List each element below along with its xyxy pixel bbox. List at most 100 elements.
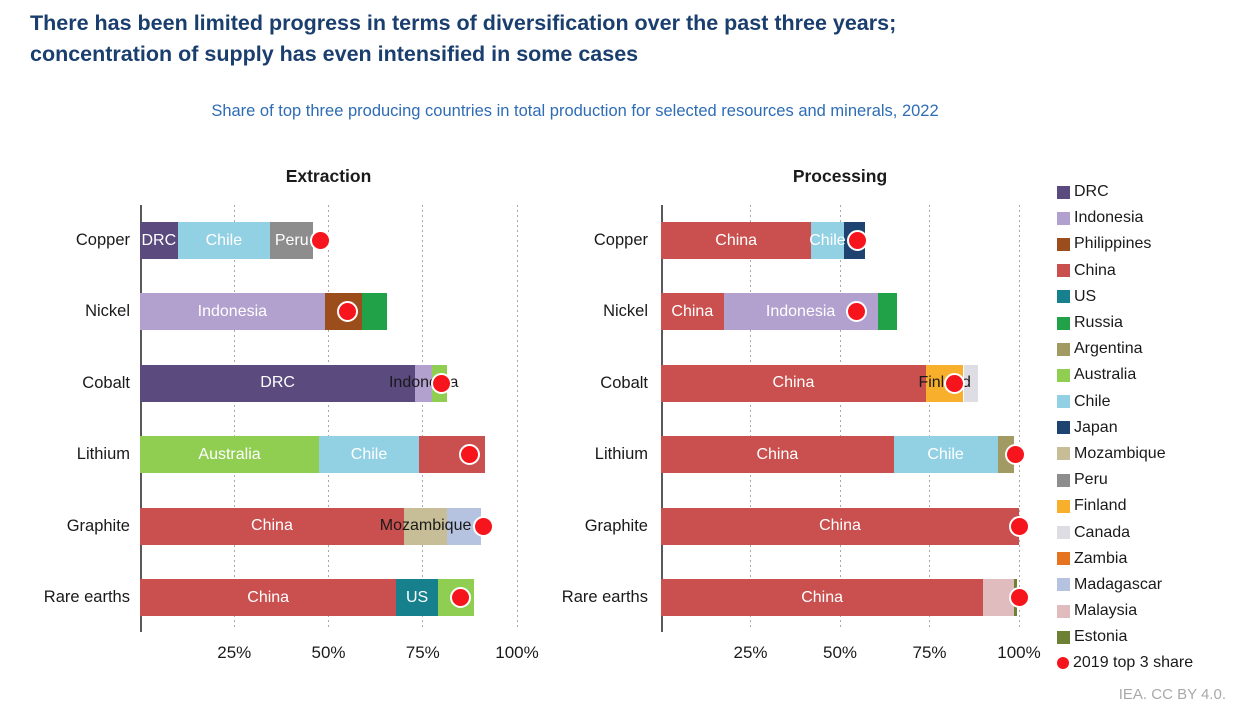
- row-label-processing-graphite: Graphite: [584, 516, 648, 535]
- legend-label-peru: Peru: [1074, 471, 1108, 489]
- segment-label-china: China: [756, 445, 799, 463]
- gridline-75: [929, 205, 930, 630]
- gridline-25: [750, 205, 751, 630]
- legend-swatch-japan: [1057, 421, 1070, 435]
- legend-item-madagascar: Madagascar: [1057, 572, 1193, 598]
- legend-label-madagascar: Madagascar: [1074, 575, 1163, 593]
- legend-swatch-indonesia: [1057, 211, 1070, 225]
- segment-china: China: [661, 436, 894, 474]
- legend-label-mozambique: Mozambique: [1074, 444, 1166, 462]
- dot-2019-cobalt: [431, 372, 453, 394]
- segment-label-indonesia: Indonesia: [197, 302, 268, 320]
- legend-item-us: US: [1057, 284, 1193, 310]
- legend-swatch-canada: [1057, 526, 1070, 540]
- segment-label-chile: Chile: [809, 231, 846, 249]
- legend-item-mozambique: Mozambique: [1057, 441, 1193, 467]
- row-label-extraction-graphite: Graphite: [66, 516, 130, 535]
- dot-2019-nickel: [336, 301, 358, 323]
- bar-processing-graphite: China: [661, 507, 1030, 545]
- segment-label-china: China: [715, 231, 758, 249]
- gridline-50: [328, 205, 329, 630]
- legend-swatch-china: [1057, 264, 1070, 278]
- row-label-extraction-nickel: Nickel: [85, 302, 130, 321]
- row-label-extraction-rare-earths: Rare earths: [43, 588, 130, 606]
- y-axis-line: [661, 205, 663, 632]
- bar-processing-nickel: China Indonesia: [661, 293, 1019, 331]
- segment-china: China: [661, 222, 812, 259]
- dot-2019-lithium: [1004, 444, 1026, 466]
- segment-chile: Chile: [319, 436, 419, 474]
- row-label-processing-nickel: Nickel: [603, 302, 648, 321]
- legend-item-indonesia: Indonesia: [1057, 205, 1193, 231]
- bar-extraction-lithium: Australia Chile: [140, 436, 517, 474]
- bar-extraction-rare-earths: China US: [140, 579, 517, 616]
- legend-label-finland: Finland: [1074, 497, 1127, 515]
- row-label-processing-lithium: Lithium: [594, 445, 648, 464]
- gridline-25: [233, 205, 235, 630]
- legend-swatch-estonia: [1057, 630, 1070, 644]
- gridline-100: [1018, 205, 1020, 630]
- segment-indonesia: Indonesia: [389, 364, 458, 402]
- processing-plot: 25% 50% 75% 100% China Chile China Indonesia Chi…: [661, 205, 1041, 662]
- legend-swatch-russia: [1057, 316, 1070, 330]
- segment-label-china: China: [772, 374, 815, 392]
- gridline-75: [422, 205, 424, 630]
- legend-label-drc: DRC: [1074, 183, 1109, 201]
- dot-2019-cobalt: [944, 372, 966, 394]
- legend-item-drc: DRC: [1057, 179, 1193, 205]
- dot-2019-rare-earths: [1008, 587, 1030, 608]
- legend: DRC Indonesia Philippines China US Russia Arge…: [1057, 179, 1193, 677]
- legend-swatch-mozambique: [1057, 447, 1070, 461]
- bar-extraction-graphite: China Mozambique: [140, 507, 517, 545]
- segment-chile: Chile: [177, 222, 271, 259]
- legend-label-zambia: Zambia: [1074, 549, 1128, 567]
- legend-label-china: China: [1074, 261, 1116, 279]
- legend-swatch-zambia: [1057, 552, 1070, 566]
- segment-label-drc: DRC: [141, 231, 177, 249]
- segment-china: China: [140, 507, 404, 545]
- dot-2019-graphite: [472, 515, 494, 537]
- x-tick-50: 50%: [311, 643, 346, 662]
- legend-item-chile: Chile: [1057, 389, 1193, 415]
- dot-2019-lithium: [459, 444, 481, 466]
- segment-china: China: [661, 579, 984, 616]
- segment-canada: [963, 364, 978, 402]
- dot-2019-graphite: [1008, 515, 1030, 537]
- segment-label-china: China: [801, 588, 843, 606]
- legend-swatch-madagascar: [1057, 578, 1070, 592]
- segment-peru: Peru: [270, 222, 314, 259]
- segment-china: China: [661, 293, 724, 331]
- legend-item-finland: Finland: [1057, 493, 1193, 519]
- legend-label-canada: Canada: [1074, 523, 1131, 541]
- legend-label-australia: Australia: [1074, 366, 1137, 384]
- segment-chile: Chile: [809, 222, 846, 259]
- legend-label-estonia: Estonia: [1074, 628, 1128, 646]
- segment-drc: DRC: [140, 364, 416, 402]
- legend-swatch-peru: [1057, 473, 1070, 487]
- dot-2019-copper: [310, 230, 332, 251]
- bar-processing-copper: China Chile: [661, 222, 1019, 259]
- legend-swatch-argentina: [1057, 342, 1070, 356]
- extraction-plot: 25% 50% 75% 100% DRC Chile Peru Indonesia DRC Ind…: [140, 205, 539, 662]
- legend-item-estonia: Estonia: [1057, 624, 1193, 650]
- legend-label-chile: Chile: [1074, 392, 1111, 410]
- legend-item-philippines: Philippines: [1057, 231, 1193, 257]
- legend-label-russia: Russia: [1074, 314, 1123, 332]
- bar-processing-cobalt: ChinaFinland: [661, 364, 1019, 402]
- bar-extraction-cobalt: DRC Indonesia: [140, 364, 517, 402]
- legend-item-2019-top-3-share: 2019 top 3 share: [1057, 650, 1193, 676]
- panel-title-processing: Processing: [792, 166, 888, 186]
- row-label-processing-cobalt: Cobalt: [600, 373, 648, 392]
- legend-label-philippines: Philippines: [1074, 235, 1152, 253]
- legend-swatch-drc: [1057, 185, 1070, 199]
- page-title: There has been limited progress in terms…: [30, 8, 1180, 69]
- bar-processing-lithium: China Chile: [661, 436, 1026, 474]
- gridline-100: [516, 205, 518, 630]
- segment-label-us: US: [405, 588, 429, 606]
- legend-label-indonesia: Indonesia: [1074, 209, 1144, 227]
- gridline-50: [839, 205, 841, 630]
- segment-label-chile: Chile: [927, 445, 964, 463]
- segment-label-china: China: [247, 588, 290, 606]
- page-title-line1: There has been limited progress in terms…: [30, 11, 897, 35]
